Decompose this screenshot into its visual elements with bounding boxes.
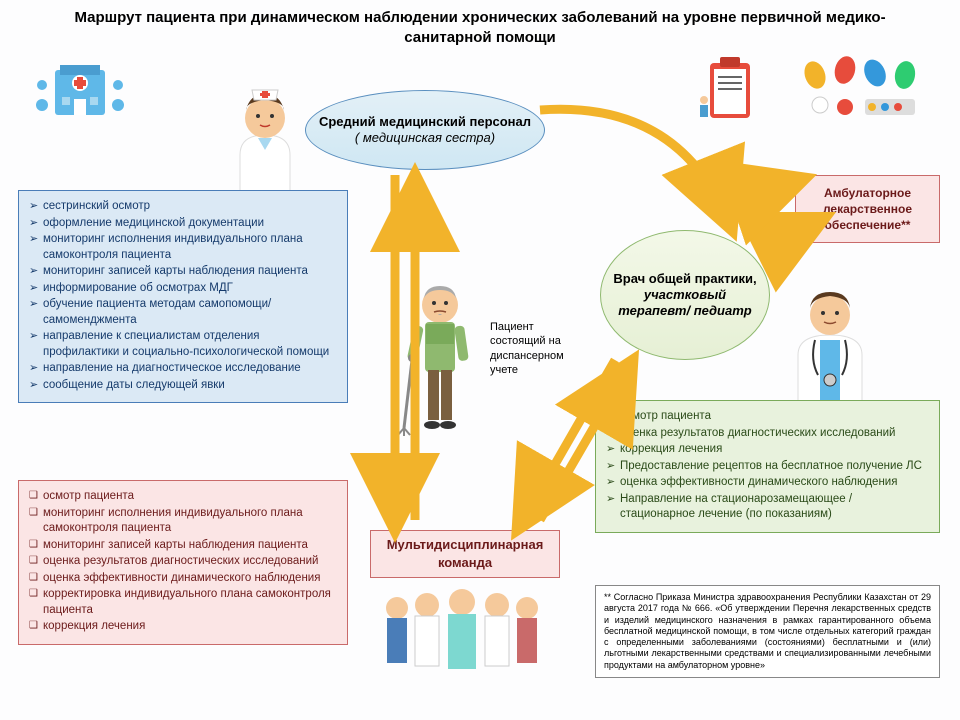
list-item: мониторинг записей карты наблюдения паци… <box>29 264 337 280</box>
node-doctor-line2: участковый терапевт/ педиатр <box>611 287 759 320</box>
box-doctor-tasks: осмотр пациентаоценка результатов диагно… <box>595 400 940 533</box>
node-team: Мультидисциплинарная команда <box>370 530 560 578</box>
list-item: мониторинг записей карты наблюдения паци… <box>29 538 337 554</box>
node-doctor-line1: Врач общей практики, <box>611 271 759 287</box>
node-nurse-line1: Средний медицинский персонал <box>319 114 531 130</box>
footnote: ** Согласно Приказа Министра здравоохран… <box>595 585 940 678</box>
list-item: оценка эффективности динамического наблю… <box>606 475 929 491</box>
list-item: обучение пациента методам самопомощи/сам… <box>29 297 337 328</box>
node-nurse: Средний медицинский персонал ( медицинск… <box>305 90 545 170</box>
team-icon <box>372 580 552 680</box>
list-item: направление на диагностическое исследова… <box>29 361 337 377</box>
node-nurse-line2: ( медицинская сестра) <box>319 130 531 146</box>
clipboard-icon <box>700 55 760 125</box>
patient-icon <box>390 280 490 440</box>
list-item: сестринский осмотр <box>29 199 337 215</box>
list-item: мониторинг исполнения индивидуального пл… <box>29 232 337 263</box>
list-item: оценка результатов диагностических иссле… <box>29 554 337 570</box>
patient-label: Пациент состоящий на диспансерном учете <box>490 320 580 377</box>
pills-icon <box>800 55 930 135</box>
list-item: коррекция лечения <box>606 442 929 458</box>
list-item: осмотр пациента <box>606 409 929 425</box>
page-title: Маршрут пациента при динамическом наблюд… <box>0 0 960 51</box>
list-item: мониторинг исполнения индивидуального пл… <box>29 506 337 537</box>
hospital-icon <box>30 55 130 125</box>
list-item: коррекция лечения <box>29 619 337 635</box>
list-item: Направление на стационарозамещающее / ст… <box>606 492 929 523</box>
node-ambulatory: Амбулаторное лекарственное обеспечение** <box>795 175 940 243</box>
list-item: сообщение даты следующей явки <box>29 378 337 394</box>
box-team-tasks: осмотр пациентамониторинг исполнения инд… <box>18 480 348 645</box>
box-nurse-tasks: сестринский осмотроформление медицинской… <box>18 190 348 403</box>
list-item: оформление медицинской документации <box>29 216 337 232</box>
node-doctor: Врач общей практики, участковый терапевт… <box>600 230 770 360</box>
list-item: корректировка индивидуального плана само… <box>29 587 337 618</box>
list-item: осмотр пациента <box>29 489 337 505</box>
node-ambulatory-label: Амбулаторное лекарственное обеспечение** <box>806 185 929 234</box>
doctor-icon <box>780 280 880 420</box>
list-item: оценка результатов диагностических иссле… <box>606 426 929 442</box>
node-team-label: Мультидисциплинарная команда <box>381 536 549 571</box>
list-item: направление к специалистам отделения про… <box>29 329 337 360</box>
list-item: информирование об осмотрах МДГ <box>29 281 337 297</box>
list-item: Предоставление рецептов на бесплатное по… <box>606 459 929 475</box>
list-item: оценка эффективности динамического наблю… <box>29 571 337 587</box>
